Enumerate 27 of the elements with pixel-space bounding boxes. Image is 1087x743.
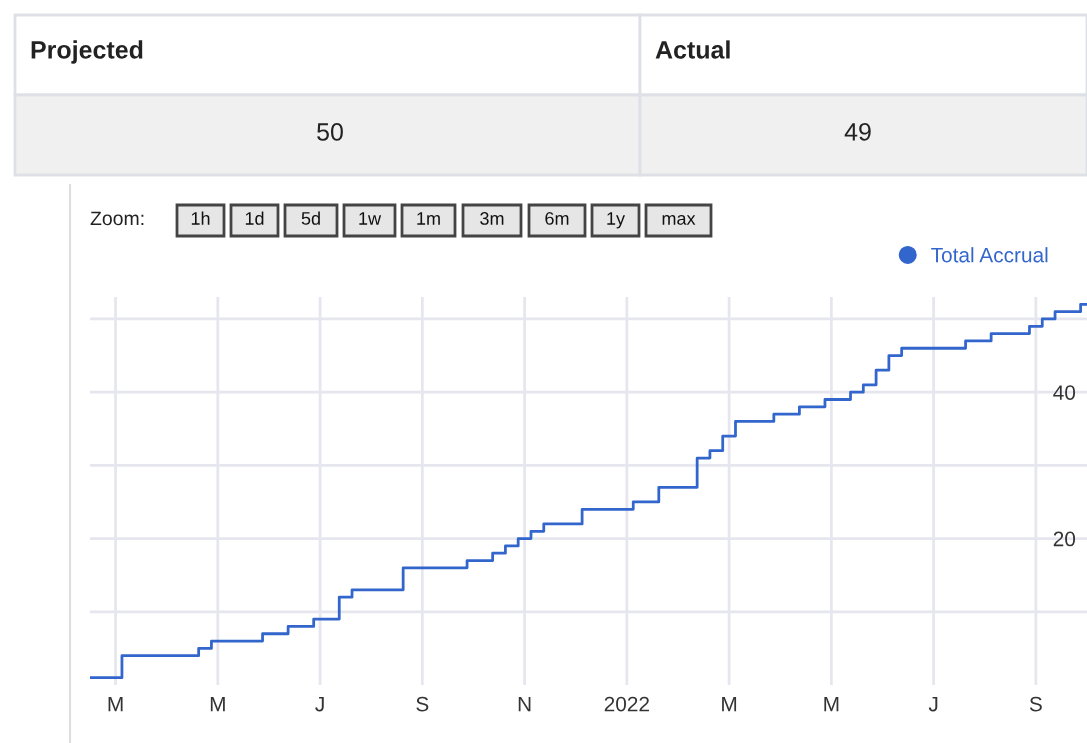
text: Zoom: [90,211,144,226]
y-tick-label: 40 [1053,385,1076,400]
text: Projected [31,40,143,64]
text: 49 [844,123,871,141]
text: 3m [480,212,504,225]
text: 1w [359,212,382,225]
text: 1y [607,212,625,229]
x-tick-label: J [928,696,938,712]
x-tick-label: S [416,696,429,712]
x-tick-label: J [315,696,324,712]
x-tick-label: S [1029,696,1042,712]
y-tick-label: 20 [1053,531,1076,547]
x-tick-label: N [518,696,531,712]
x-tick-label: M [722,696,737,712]
text: 6m [545,212,569,225]
text: 1d [245,211,264,225]
text: 1m [417,212,440,225]
legend-label: Total Accrual [931,247,1048,263]
x-tick-label: M [108,696,123,712]
text: 5d [301,211,320,225]
text: max [662,214,696,225]
text: 50 [317,123,343,141]
text: 1h [191,211,210,225]
x-tick-label: M [210,696,225,712]
text: Actual [655,40,730,59]
x-tick-label: 2022 [604,696,649,712]
x-tick-label: M [824,696,839,712]
